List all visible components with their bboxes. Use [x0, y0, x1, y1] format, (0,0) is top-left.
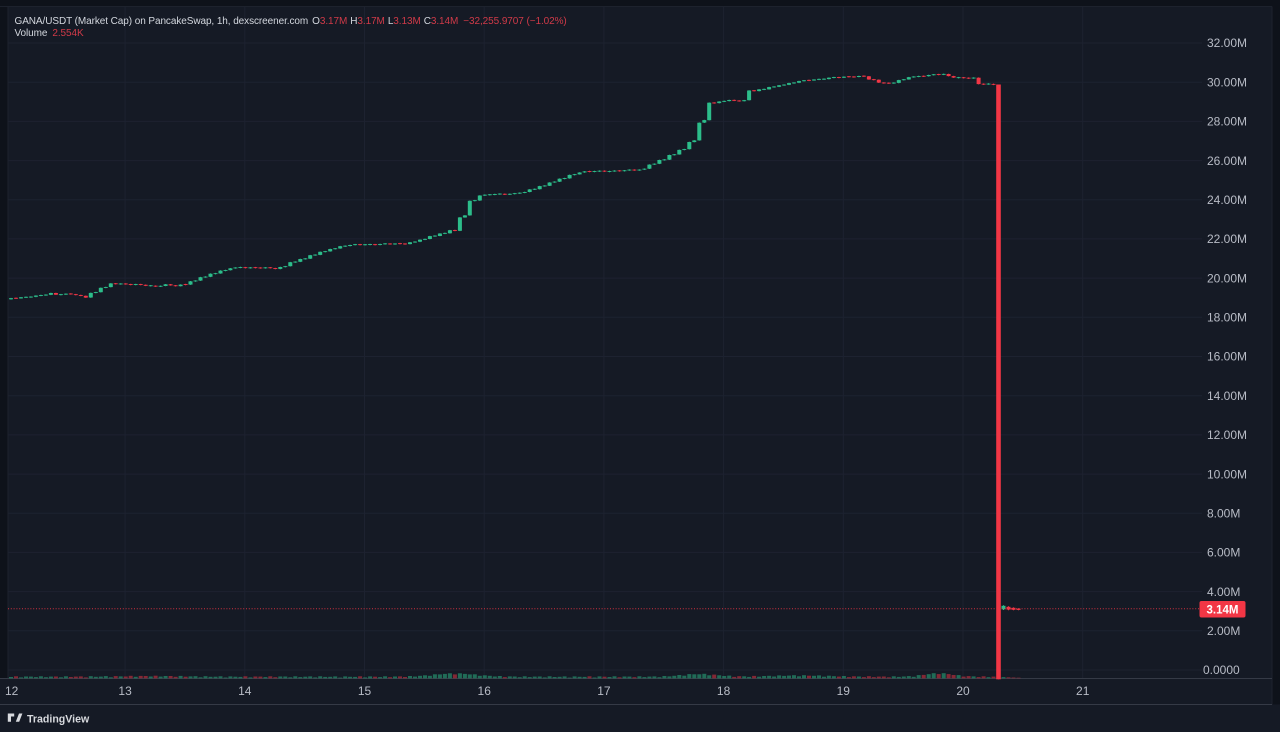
svg-text:30.00M: 30.00M — [1207, 75, 1247, 89]
svg-text:32.00M: 32.00M — [1207, 36, 1247, 50]
svg-text:2.00M: 2.00M — [1207, 624, 1240, 638]
svg-text:20.00M: 20.00M — [1207, 271, 1247, 285]
svg-text:14: 14 — [238, 684, 252, 698]
svg-text:12.00M: 12.00M — [1207, 428, 1247, 442]
svg-text:14.00M: 14.00M — [1207, 389, 1247, 403]
svg-text:12: 12 — [5, 684, 19, 698]
svg-text:24.00M: 24.00M — [1207, 193, 1247, 207]
svg-text:20: 20 — [956, 684, 970, 698]
svg-text:26.00M: 26.00M — [1207, 154, 1247, 168]
svg-text:4.00M: 4.00M — [1207, 585, 1240, 599]
svg-text:10.00M: 10.00M — [1207, 467, 1247, 481]
svg-text:18.00M: 18.00M — [1207, 311, 1247, 325]
svg-text:0.0000: 0.0000 — [1203, 663, 1240, 677]
svg-text:3.14M: 3.14M — [1207, 604, 1239, 616]
svg-text:13: 13 — [118, 684, 132, 698]
svg-text:28.00M: 28.00M — [1207, 115, 1247, 129]
svg-text:18: 18 — [717, 684, 731, 698]
svg-text:6.00M: 6.00M — [1207, 546, 1240, 560]
svg-text:16: 16 — [478, 684, 492, 698]
svg-text:8.00M: 8.00M — [1207, 507, 1240, 521]
svg-text:17: 17 — [597, 684, 611, 698]
svg-text:19: 19 — [837, 684, 851, 698]
svg-text:GANA/USDT (Market Cap) on Panc: GANA/USDT (Market Cap) on PancakeSwap, 1… — [15, 16, 567, 27]
svg-text:TradingView: TradingView — [27, 714, 90, 726]
svg-text:22.00M: 22.00M — [1207, 232, 1247, 246]
svg-text:21: 21 — [1076, 684, 1090, 698]
svg-text:15: 15 — [358, 684, 372, 698]
svg-text:16.00M: 16.00M — [1207, 350, 1247, 364]
